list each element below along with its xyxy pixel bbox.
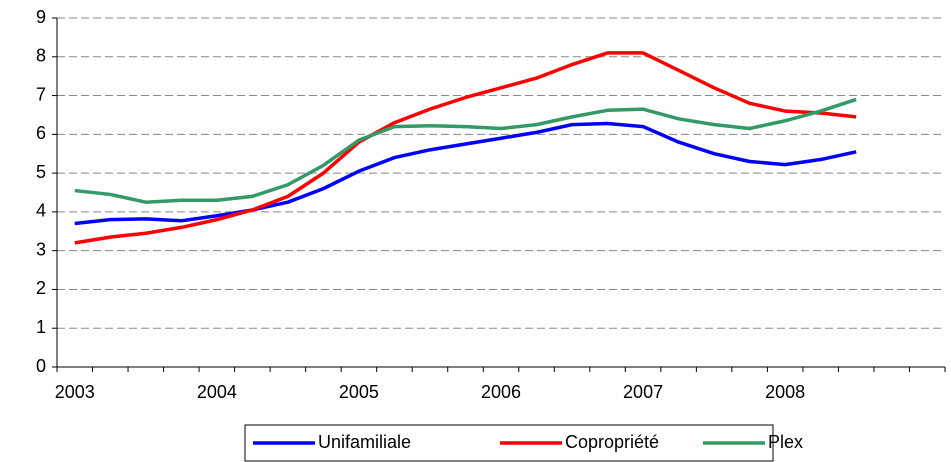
- legend-label: Plex: [768, 432, 803, 452]
- x-tick-label: 2008: [765, 382, 805, 402]
- x-tick-label: 2005: [339, 382, 379, 402]
- y-tick-label: 4: [36, 201, 46, 221]
- legend-label: Unifamiliale: [318, 432, 411, 452]
- y-tick-label: 8: [36, 46, 46, 66]
- series-line: [74, 51, 857, 245]
- x-tick-label: 2006: [481, 382, 521, 402]
- y-tick-label: 5: [36, 162, 46, 182]
- y-tick-label: 2: [36, 278, 46, 298]
- y-tick-label: 9: [36, 7, 46, 27]
- series-line: [74, 97, 857, 204]
- y-tick-label: 7: [36, 84, 46, 104]
- y-tick-label: 6: [36, 123, 46, 143]
- y-tick-label: 1: [36, 317, 46, 337]
- y-tick-label: 0: [36, 356, 46, 376]
- x-tick-label: 2003: [55, 382, 95, 402]
- series-line: [74, 121, 857, 226]
- y-tick-label: 3: [36, 239, 46, 259]
- x-tick-label: 2007: [623, 382, 663, 402]
- legend-label: Copropriété: [565, 432, 659, 452]
- x-tick-label: 2004: [197, 382, 237, 402]
